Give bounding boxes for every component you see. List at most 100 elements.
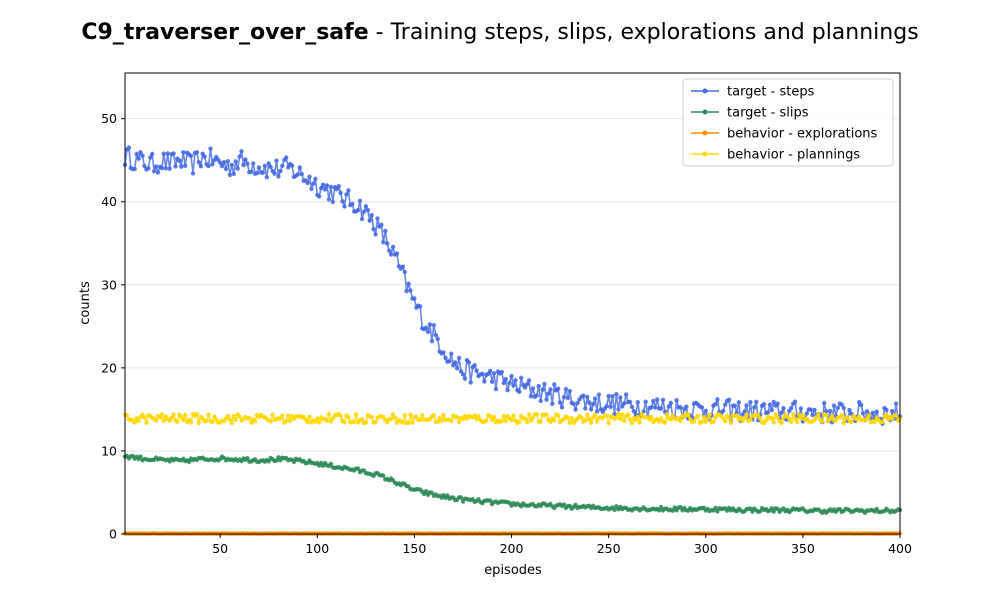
data-point — [614, 392, 619, 397]
data-point — [552, 418, 557, 423]
data-point — [167, 166, 172, 171]
data-point — [297, 165, 302, 170]
data-point — [713, 402, 718, 407]
data-point — [824, 412, 829, 418]
legend-label-0: target - steps — [727, 85, 815, 100]
data-point — [460, 372, 466, 377]
data-point — [453, 360, 458, 365]
data-point — [841, 420, 846, 426]
data-point — [835, 405, 840, 411]
data-point — [767, 402, 773, 407]
data-point — [198, 164, 203, 169]
data-point — [779, 420, 784, 426]
data-point — [355, 207, 361, 213]
data-point — [163, 166, 168, 171]
data-point — [474, 368, 479, 373]
data-point — [736, 400, 741, 405]
data-point — [629, 404, 635, 410]
data-point — [221, 160, 227, 165]
data-point — [810, 412, 815, 418]
data-point — [726, 397, 732, 402]
data-point — [583, 406, 588, 411]
series-1 — [122, 453, 903, 515]
data-point — [402, 269, 407, 275]
data-point — [363, 204, 369, 209]
data-point — [268, 419, 273, 424]
data-point — [183, 163, 188, 168]
data-point — [326, 197, 332, 202]
data-point — [134, 151, 139, 157]
data-point — [791, 412, 796, 417]
data-point — [674, 398, 679, 403]
data-point — [589, 420, 594, 425]
data-point — [210, 162, 215, 167]
data-point — [775, 415, 780, 420]
data-point — [808, 407, 813, 412]
y-tick-label: 0 — [109, 527, 117, 542]
data-point — [435, 419, 440, 424]
data-point — [408, 288, 413, 293]
y-tick-label: 30 — [101, 277, 117, 292]
data-point — [400, 420, 405, 425]
data-point — [381, 473, 386, 478]
data-point — [433, 332, 438, 338]
data-point — [383, 228, 388, 234]
data-point — [202, 154, 207, 159]
data-point — [227, 172, 233, 178]
data-point — [699, 419, 705, 425]
data-point — [893, 413, 899, 418]
data-point — [643, 399, 648, 404]
data-point — [324, 418, 330, 423]
data-point — [206, 163, 211, 169]
data-point — [136, 418, 141, 423]
data-point — [792, 399, 798, 404]
x-tick-label: 250 — [597, 541, 621, 556]
data-point — [546, 391, 551, 396]
legend-marker-2 — [702, 130, 708, 136]
data-point — [668, 417, 673, 422]
data-point — [723, 402, 728, 407]
data-point — [567, 388, 572, 394]
data-point — [668, 400, 673, 406]
data-point — [264, 175, 269, 180]
data-point — [499, 369, 504, 375]
data-point — [231, 171, 236, 176]
data-point — [266, 161, 271, 166]
data-point — [548, 387, 553, 392]
data-point — [369, 414, 374, 420]
data-point — [443, 355, 448, 361]
data-point — [528, 394, 534, 399]
data-point — [402, 413, 407, 418]
data-point — [317, 420, 322, 425]
data-point — [752, 405, 757, 410]
data-point — [165, 151, 170, 156]
data-point — [620, 412, 625, 417]
data-point — [155, 170, 161, 175]
data-point — [812, 407, 817, 413]
data-point — [138, 454, 143, 459]
data-point — [352, 419, 357, 424]
data-point — [748, 399, 753, 405]
data-point — [219, 164, 225, 169]
data-point — [159, 412, 165, 417]
data-point — [536, 383, 541, 389]
data-point — [594, 409, 600, 414]
data-point — [524, 420, 530, 425]
data-point — [392, 415, 398, 420]
data-point — [699, 405, 705, 410]
data-point — [509, 373, 514, 379]
data-point — [658, 504, 664, 510]
data-point — [872, 419, 877, 424]
data-point — [503, 418, 508, 424]
legend-box — [682, 78, 894, 167]
data-point — [151, 169, 157, 174]
data-point — [592, 412, 598, 417]
data-point — [186, 459, 192, 465]
data-point — [227, 417, 233, 422]
data-point — [245, 456, 250, 461]
data-point — [820, 419, 825, 424]
data-point — [542, 381, 547, 387]
data-point — [291, 459, 297, 465]
data-point — [441, 350, 446, 355]
data-point — [499, 418, 504, 424]
